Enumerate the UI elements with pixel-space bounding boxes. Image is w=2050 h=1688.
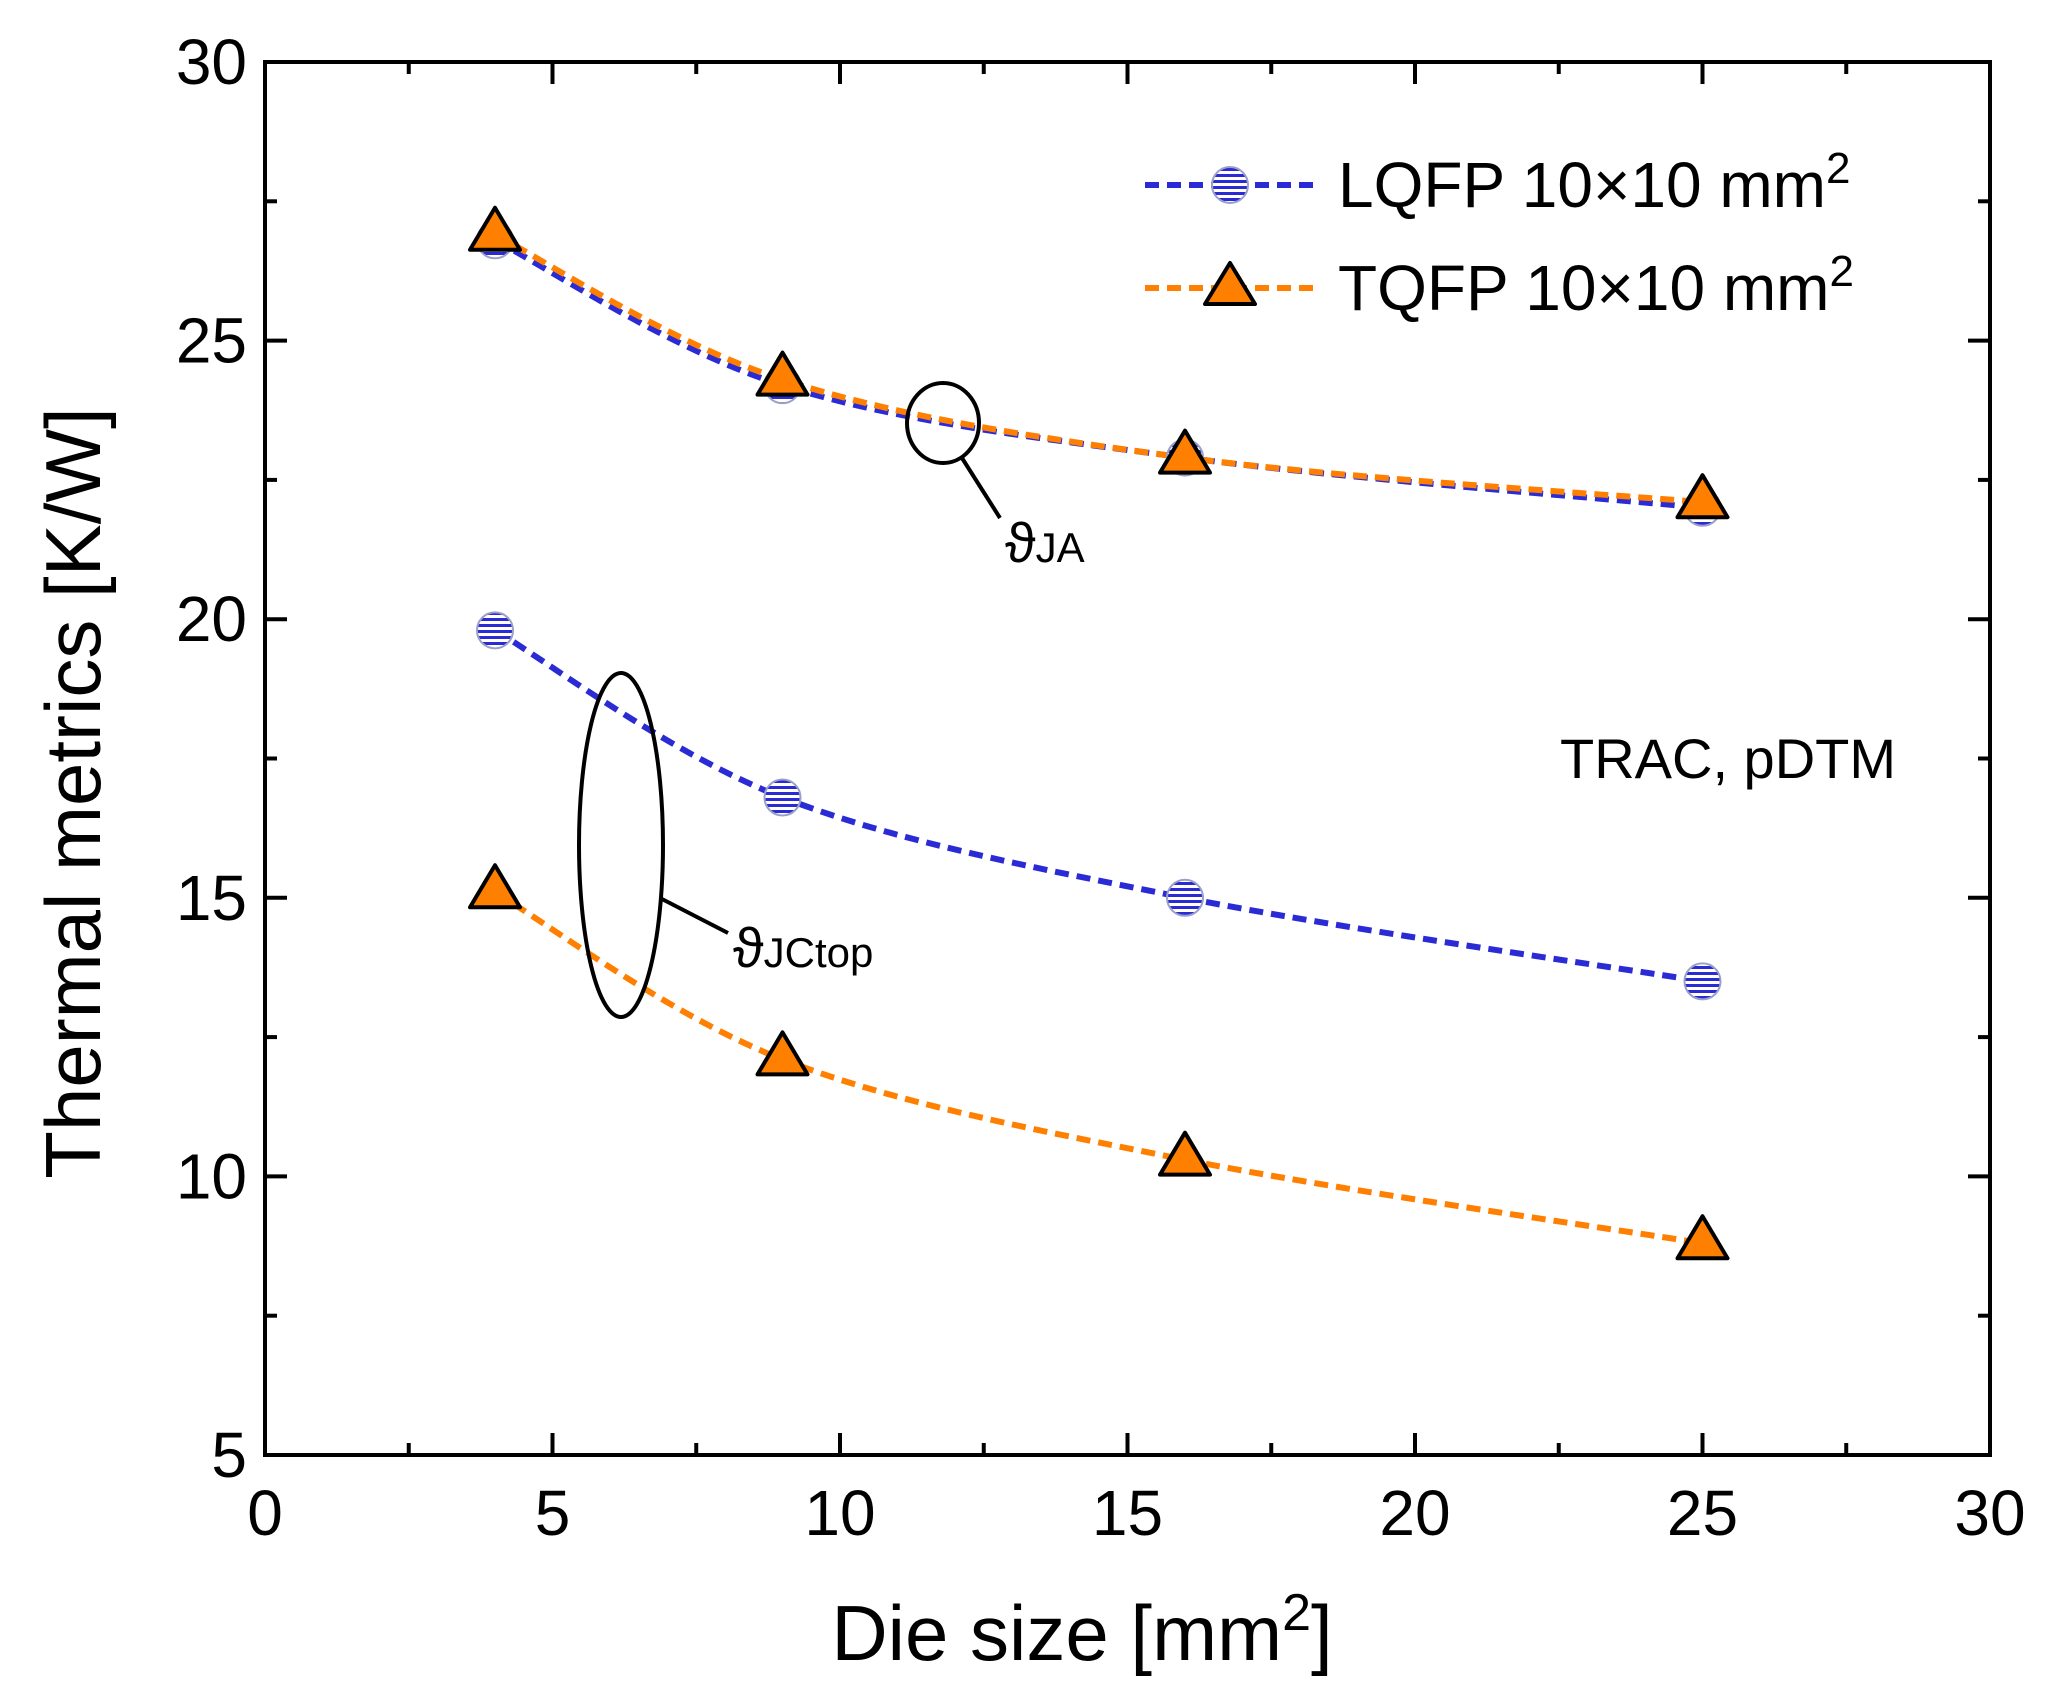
x-tick-label: 0 [247, 1477, 283, 1549]
annotation-ja-label: ϑJA [1005, 511, 1085, 574]
data-point-triangle [1675, 1214, 1730, 1261]
data-point-triangle [755, 1030, 810, 1077]
data-point-triangle [1158, 1130, 1212, 1177]
annotation-jctop-label: ϑJCtop [733, 916, 873, 979]
data-point-circle [476, 611, 514, 650]
annotation-trac-pdtm: TRAC, pDTM [1560, 727, 1896, 790]
legend: LQFP 10×10 mm2 TQFP 10×10 mm2 [1145, 144, 1854, 324]
series-line-circle-jctop [493, 627, 1703, 985]
data-point-triangle [755, 350, 810, 397]
data-point-triangle [468, 205, 522, 252]
series-lines [493, 232, 1703, 1247]
legend-marker-lqfp [1211, 166, 1249, 204]
series-line-triangle-jctop [493, 889, 1703, 1247]
series-line-triangle-ja [493, 232, 1703, 506]
series-markers [468, 205, 1730, 1261]
x-tick-label: 5 [535, 1477, 571, 1549]
x-tick-label: 15 [1092, 1477, 1163, 1549]
data-point-circle [1683, 962, 1722, 1001]
y-tick-label: 15 [176, 862, 247, 934]
x-tick-label: 30 [1954, 1477, 2025, 1549]
data-point-triangle [468, 863, 522, 910]
y-tick-label: 20 [176, 583, 247, 655]
x-axis-label: Die size [mm2] [831, 1584, 1332, 1677]
annotation-ja-leader [960, 456, 1002, 520]
data-point-triangle [1158, 428, 1212, 475]
x-tick-label: 10 [804, 1477, 875, 1549]
y-tick-label: 10 [176, 1140, 247, 1212]
x-tick-label: 20 [1379, 1477, 1450, 1549]
y-tick-label: 30 [176, 26, 247, 98]
data-point-triangle [1675, 473, 1730, 520]
axis-ticks [263, 60, 1992, 1457]
legend-label-lqfp: LQFP 10×10 mm2 [1338, 144, 1850, 221]
x-tick-label: 25 [1667, 1477, 1738, 1549]
annotation-jctop: ϑJCtop [577, 671, 873, 1019]
annotation-ja: ϑJA [905, 381, 1085, 574]
data-point-circle [763, 778, 802, 817]
data-point-circle [1166, 878, 1204, 917]
legend-label-tqfp: TQFP 10×10 mm2 [1338, 247, 1854, 324]
annotation-ja-ellipse [905, 381, 981, 465]
annotation-jctop-leader [659, 896, 729, 935]
y-axis-label: Thermal metrics [K/W] [29, 407, 117, 1178]
annotation-jctop-ellipse [577, 671, 665, 1019]
y-tick-label: 5 [211, 1419, 247, 1491]
legend-marker-tqfp [1203, 261, 1257, 306]
y-tick-label: 25 [176, 305, 247, 377]
